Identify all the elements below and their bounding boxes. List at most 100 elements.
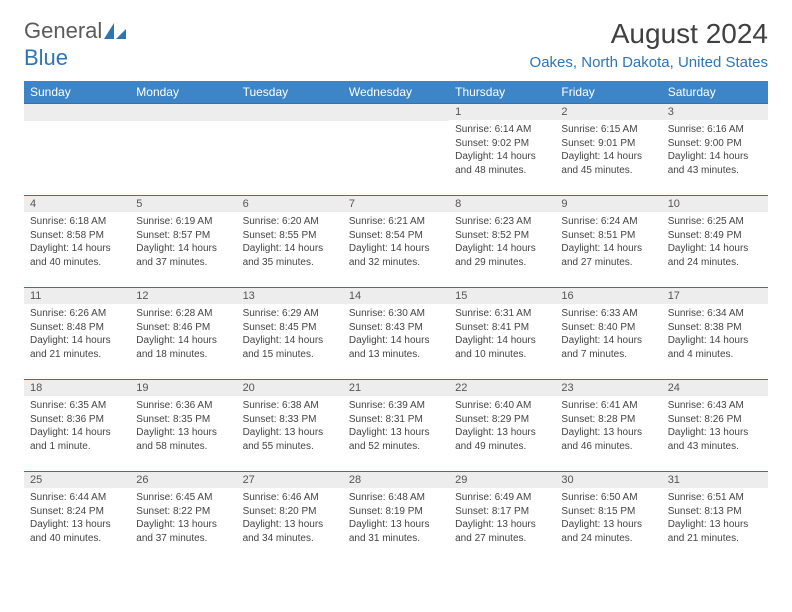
- sunset-text: Sunset: 8:57 PM: [136, 229, 230, 243]
- weekday-header: Tuesday: [237, 81, 343, 104]
- sunset-text: Sunset: 8:46 PM: [136, 321, 230, 335]
- day-number: 6: [237, 196, 343, 212]
- day-body: Sunrise: 6:44 AMSunset: 8:24 PMDaylight:…: [24, 488, 130, 551]
- logo: General Blue: [24, 18, 126, 71]
- daylight-text: Daylight: 13 hours and 21 minutes.: [668, 518, 762, 545]
- sunrise-text: Sunrise: 6:35 AM: [30, 399, 124, 413]
- day-number: 1: [449, 104, 555, 120]
- calendar-cell: 9Sunrise: 6:24 AMSunset: 8:51 PMDaylight…: [555, 196, 661, 288]
- day-number: 13: [237, 288, 343, 304]
- calendar-cell: 25Sunrise: 6:44 AMSunset: 8:24 PMDayligh…: [24, 472, 130, 564]
- calendar-cell: 5Sunrise: 6:19 AMSunset: 8:57 PMDaylight…: [130, 196, 236, 288]
- sunrise-text: Sunrise: 6:48 AM: [349, 491, 443, 505]
- calendar-cell: 27Sunrise: 6:46 AMSunset: 8:20 PMDayligh…: [237, 472, 343, 564]
- day-number: 23: [555, 380, 661, 396]
- day-body: Sunrise: 6:50 AMSunset: 8:15 PMDaylight:…: [555, 488, 661, 551]
- sunrise-text: Sunrise: 6:34 AM: [668, 307, 762, 321]
- sunrise-text: Sunrise: 6:29 AM: [243, 307, 337, 321]
- calendar-cell: 11Sunrise: 6:26 AMSunset: 8:48 PMDayligh…: [24, 288, 130, 380]
- daylight-text: Daylight: 13 hours and 46 minutes.: [561, 426, 655, 453]
- day-body-empty: [343, 121, 449, 130]
- sunset-text: Sunset: 8:51 PM: [561, 229, 655, 243]
- day-body: Sunrise: 6:21 AMSunset: 8:54 PMDaylight:…: [343, 212, 449, 275]
- sunset-text: Sunset: 8:58 PM: [30, 229, 124, 243]
- sunrise-text: Sunrise: 6:30 AM: [349, 307, 443, 321]
- sunrise-text: Sunrise: 6:24 AM: [561, 215, 655, 229]
- sunrise-text: Sunrise: 6:33 AM: [561, 307, 655, 321]
- sunrise-text: Sunrise: 6:19 AM: [136, 215, 230, 229]
- calendar-cell: 12Sunrise: 6:28 AMSunset: 8:46 PMDayligh…: [130, 288, 236, 380]
- weekday-header: Friday: [555, 81, 661, 104]
- day-body: Sunrise: 6:35 AMSunset: 8:36 PMDaylight:…: [24, 396, 130, 459]
- day-number: 14: [343, 288, 449, 304]
- day-number: 19: [130, 380, 236, 396]
- day-body: Sunrise: 6:14 AMSunset: 9:02 PMDaylight:…: [449, 120, 555, 183]
- day-body: Sunrise: 6:39 AMSunset: 8:31 PMDaylight:…: [343, 396, 449, 459]
- day-number: 30: [555, 472, 661, 488]
- day-number: 2: [555, 104, 661, 120]
- day-number: 27: [237, 472, 343, 488]
- daylight-text: Daylight: 13 hours and 58 minutes.: [136, 426, 230, 453]
- daylight-text: Daylight: 13 hours and 31 minutes.: [349, 518, 443, 545]
- daylight-text: Daylight: 14 hours and 40 minutes.: [30, 242, 124, 269]
- day-number: 26: [130, 472, 236, 488]
- daylight-text: Daylight: 14 hours and 10 minutes.: [455, 334, 549, 361]
- sunset-text: Sunset: 8:29 PM: [455, 413, 549, 427]
- day-number: 18: [24, 380, 130, 396]
- sunrise-text: Sunrise: 6:39 AM: [349, 399, 443, 413]
- calendar-cell: 13Sunrise: 6:29 AMSunset: 8:45 PMDayligh…: [237, 288, 343, 380]
- page-header: General Blue August 2024 Oakes, North Da…: [24, 18, 768, 71]
- calendar-cell: 21Sunrise: 6:39 AMSunset: 8:31 PMDayligh…: [343, 380, 449, 472]
- day-body-empty: [130, 121, 236, 130]
- sunset-text: Sunset: 8:19 PM: [349, 505, 443, 519]
- day-number: 15: [449, 288, 555, 304]
- sunset-text: Sunset: 8:22 PM: [136, 505, 230, 519]
- day-body: Sunrise: 6:16 AMSunset: 9:00 PMDaylight:…: [662, 120, 768, 183]
- sunrise-text: Sunrise: 6:38 AM: [243, 399, 337, 413]
- sunrise-text: Sunrise: 6:45 AM: [136, 491, 230, 505]
- day-number-empty: [130, 104, 236, 121]
- calendar-cell: 14Sunrise: 6:30 AMSunset: 8:43 PMDayligh…: [343, 288, 449, 380]
- sunrise-text: Sunrise: 6:36 AM: [136, 399, 230, 413]
- day-body: Sunrise: 6:25 AMSunset: 8:49 PMDaylight:…: [662, 212, 768, 275]
- calendar-cell: 15Sunrise: 6:31 AMSunset: 8:41 PMDayligh…: [449, 288, 555, 380]
- sunset-text: Sunset: 8:54 PM: [349, 229, 443, 243]
- sunset-text: Sunset: 8:41 PM: [455, 321, 549, 335]
- weekday-header: Wednesday: [343, 81, 449, 104]
- sunset-text: Sunset: 8:43 PM: [349, 321, 443, 335]
- sunrise-text: Sunrise: 6:16 AM: [668, 123, 762, 137]
- daylight-text: Daylight: 13 hours and 49 minutes.: [455, 426, 549, 453]
- daylight-text: Daylight: 14 hours and 1 minute.: [30, 426, 124, 453]
- daylight-text: Daylight: 14 hours and 45 minutes.: [561, 150, 655, 177]
- day-body: Sunrise: 6:36 AMSunset: 8:35 PMDaylight:…: [130, 396, 236, 459]
- sunrise-text: Sunrise: 6:18 AM: [30, 215, 124, 229]
- sunrise-text: Sunrise: 6:21 AM: [349, 215, 443, 229]
- calendar-cell: 8Sunrise: 6:23 AMSunset: 8:52 PMDaylight…: [449, 196, 555, 288]
- day-body: Sunrise: 6:49 AMSunset: 8:17 PMDaylight:…: [449, 488, 555, 551]
- day-body: Sunrise: 6:48 AMSunset: 8:19 PMDaylight:…: [343, 488, 449, 551]
- calendar-cell: 22Sunrise: 6:40 AMSunset: 8:29 PMDayligh…: [449, 380, 555, 472]
- day-body: Sunrise: 6:26 AMSunset: 8:48 PMDaylight:…: [24, 304, 130, 367]
- daylight-text: Daylight: 14 hours and 29 minutes.: [455, 242, 549, 269]
- sunset-text: Sunset: 8:26 PM: [668, 413, 762, 427]
- calendar-week: 4Sunrise: 6:18 AMSunset: 8:58 PMDaylight…: [24, 196, 768, 288]
- day-number: 24: [662, 380, 768, 396]
- sunset-text: Sunset: 8:35 PM: [136, 413, 230, 427]
- calendar-cell: 26Sunrise: 6:45 AMSunset: 8:22 PMDayligh…: [130, 472, 236, 564]
- calendar-cell: 7Sunrise: 6:21 AMSunset: 8:54 PMDaylight…: [343, 196, 449, 288]
- day-number: 8: [449, 196, 555, 212]
- logo-text: General Blue: [24, 18, 126, 71]
- day-number: 25: [24, 472, 130, 488]
- day-number-empty: [24, 104, 130, 121]
- sunset-text: Sunset: 8:33 PM: [243, 413, 337, 427]
- weekday-header: Sunday: [24, 81, 130, 104]
- sunrise-text: Sunrise: 6:14 AM: [455, 123, 549, 137]
- sunset-text: Sunset: 8:40 PM: [561, 321, 655, 335]
- day-number: 11: [24, 288, 130, 304]
- day-number: 31: [662, 472, 768, 488]
- day-number: 28: [343, 472, 449, 488]
- sunrise-text: Sunrise: 6:25 AM: [668, 215, 762, 229]
- calendar-cell: [130, 104, 236, 196]
- day-body: Sunrise: 6:19 AMSunset: 8:57 PMDaylight:…: [130, 212, 236, 275]
- calendar-week: 11Sunrise: 6:26 AMSunset: 8:48 PMDayligh…: [24, 288, 768, 380]
